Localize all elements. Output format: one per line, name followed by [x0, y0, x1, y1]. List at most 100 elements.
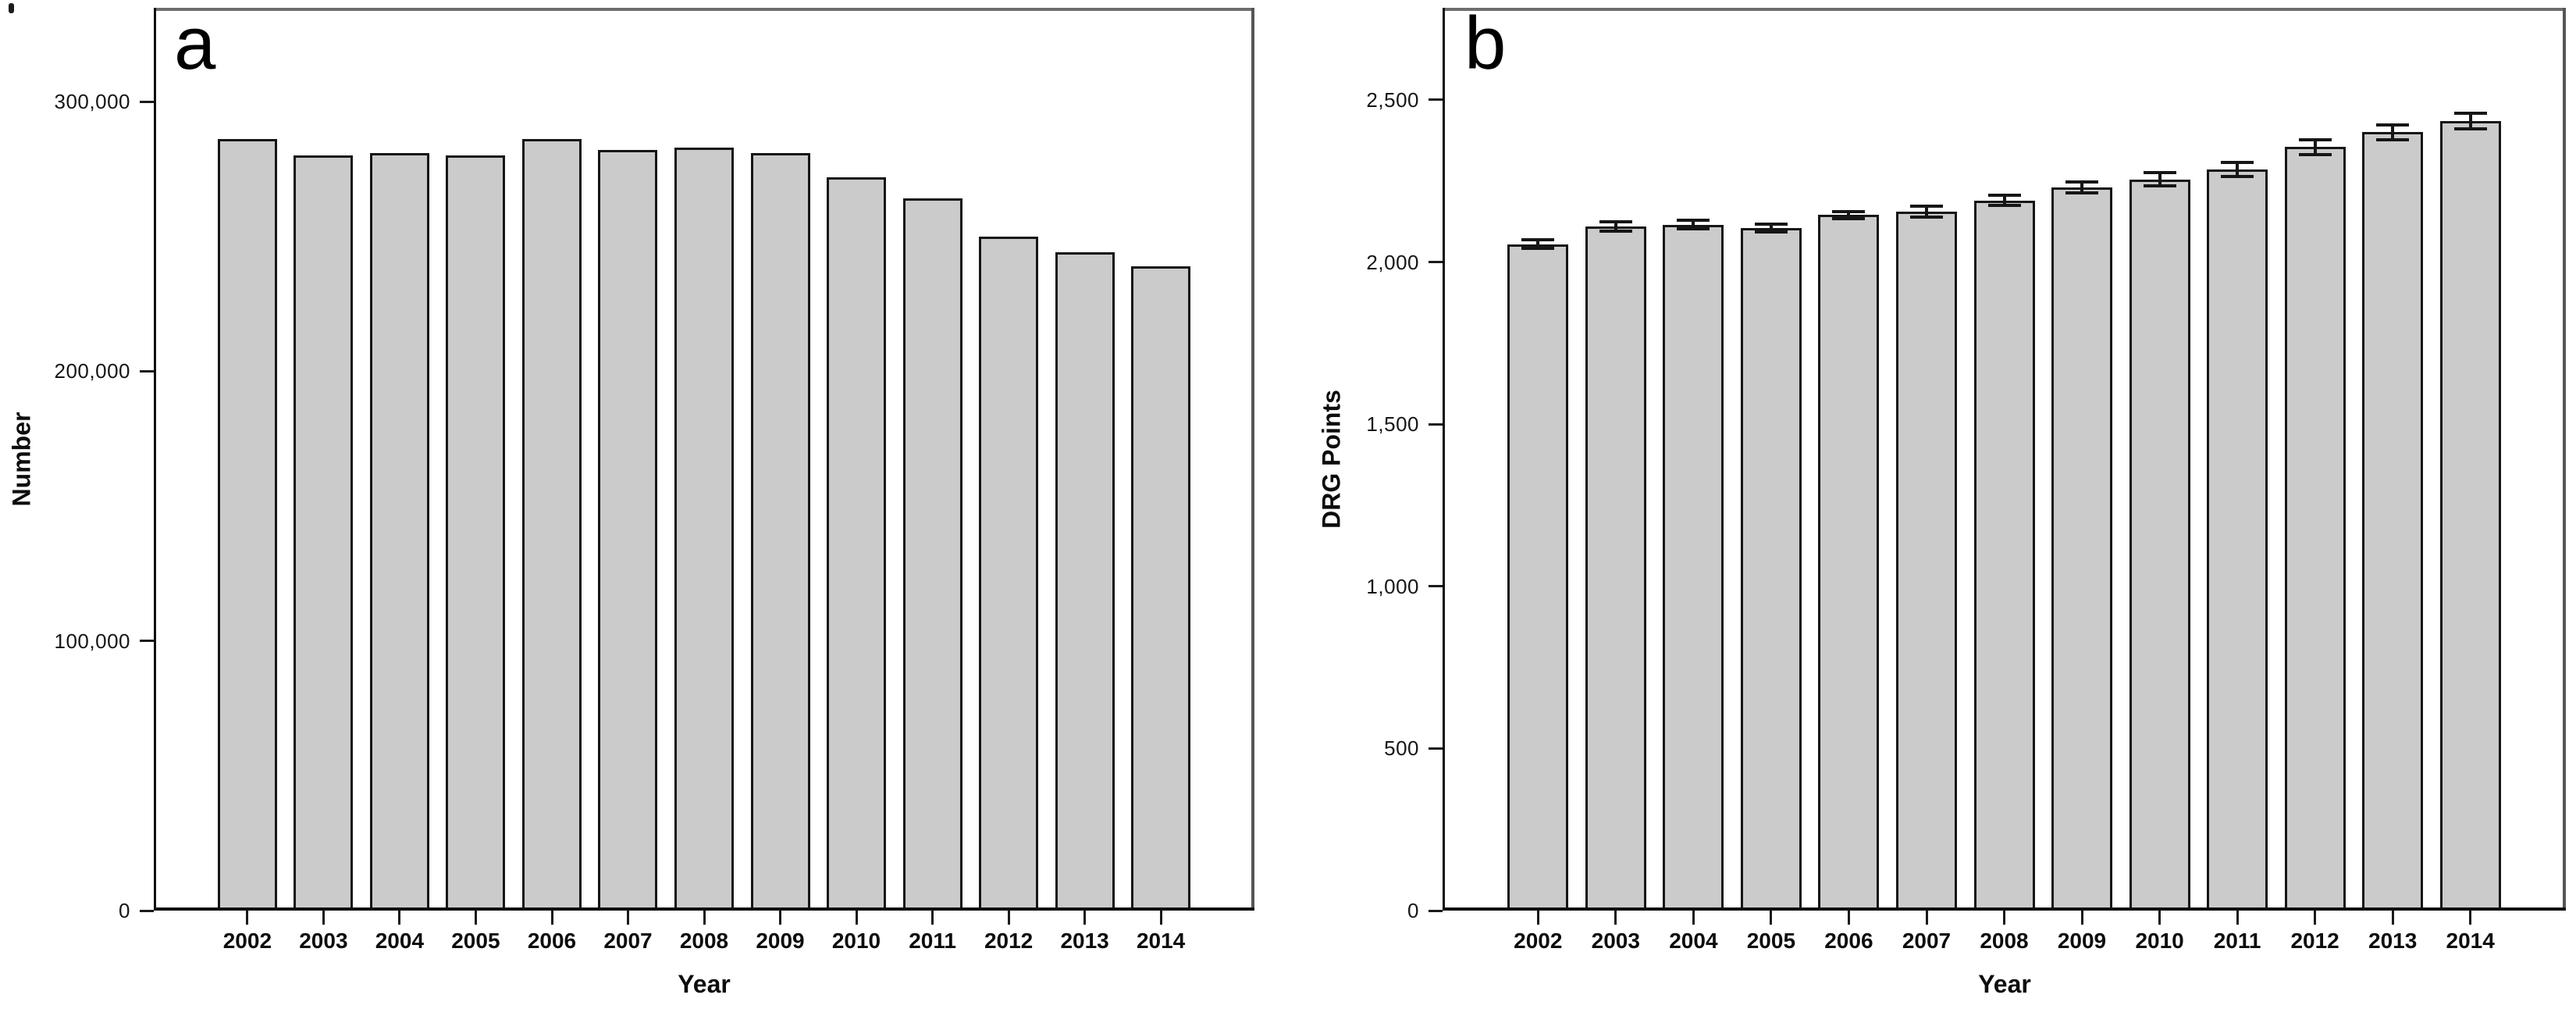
bar-2003: [294, 155, 354, 911]
bar-2006: [521, 139, 582, 911]
error-line-2002: [1536, 238, 1540, 251]
x-tick-label-2010: 2010: [831, 929, 881, 953]
bar-2007: [1895, 212, 1957, 911]
x-tick-label-2013: 2013: [2368, 929, 2418, 953]
y-tick-label-b-2000: 2,000: [1366, 250, 1419, 274]
error-line-2005: [1769, 222, 1773, 234]
x-tick-mark-2005: [474, 911, 477, 925]
bar-2005: [1740, 227, 1802, 911]
x-axis-line-a: [154, 907, 1254, 911]
error-bar-2011: [2221, 161, 2254, 178]
bar-2004: [1663, 224, 1724, 911]
x-tick-label-2008: 2008: [1980, 929, 2029, 953]
x-tick-mark-2004: [398, 911, 401, 925]
y-tick-label-b-0: 0: [1407, 899, 1419, 922]
x-tick-label-2005: 2005: [451, 929, 500, 953]
panel-letter-a: a: [174, 2, 216, 85]
x-tick-label-2012: 2012: [984, 929, 1034, 953]
bar-2007: [598, 150, 658, 911]
error-bar-2008: [1987, 194, 2021, 207]
bar-2014: [1131, 266, 1191, 911]
x-tick-mark-2007: [1925, 911, 1928, 925]
bar-2009: [750, 152, 810, 911]
x-tick-mark-2008: [703, 911, 706, 925]
x-axis-title-year-b: Year: [1978, 970, 2031, 998]
x-tick-mark-2007: [627, 911, 629, 925]
x-tick-mark-2013: [1083, 911, 1087, 925]
x-tick-label-2007: 2007: [1902, 929, 1952, 953]
bar-2013: [2362, 132, 2424, 911]
error-line-2010: [2158, 171, 2161, 187]
bar-2012: [2284, 147, 2346, 911]
x-tick-mark-2009: [779, 911, 781, 925]
error-line-2008: [2002, 194, 2006, 207]
x-tick-label-2009: 2009: [756, 929, 805, 953]
x-tick-label-2005: 2005: [1746, 929, 1796, 953]
bar-2006: [1818, 215, 1880, 911]
x-tick-label-2011: 2011: [2213, 929, 2261, 953]
x-axis-title-year-a: Year: [678, 970, 731, 998]
x-tick-mark-2013: [2391, 911, 2394, 925]
bar-2011: [902, 198, 962, 911]
plot-area-panel-a: [154, 8, 1254, 911]
error-line-2013: [2391, 123, 2395, 142]
bar-2013: [1055, 252, 1115, 911]
bar-2004: [369, 152, 429, 911]
y-axis-title-number: Number: [7, 412, 36, 507]
y-axis-line-b: [1443, 8, 1445, 911]
x-tick-mark-2010: [2158, 911, 2161, 925]
plot-border-top-b: [1443, 8, 2566, 11]
y-axis-title-drg-points: DRG Points: [1317, 390, 1346, 529]
x-tick-mark-2002: [246, 911, 249, 925]
bar-2011: [2207, 169, 2268, 911]
error-bar-2007: [1909, 205, 1943, 219]
error-bar-2002: [1521, 238, 1555, 251]
y-tick-label-b-500: 500: [1384, 736, 1419, 761]
x-tick-label-2004: 2004: [375, 929, 425, 953]
error-bar-2014: [2453, 111, 2487, 131]
bar-2005: [446, 155, 506, 911]
x-tick-mark-2010: [855, 911, 858, 925]
error-bar-2004: [1677, 219, 1710, 231]
x-tick-mark-2008: [2003, 911, 2005, 925]
x-tick-mark-2011: [931, 911, 934, 925]
x-tick-mark-2006: [1847, 911, 1850, 925]
x-tick-mark-2005: [1770, 911, 1773, 925]
y-tick-mark-b-2000: [1429, 261, 1443, 263]
plot-border-right-a: [1251, 8, 1254, 911]
x-tick-label-2010: 2010: [2135, 929, 2184, 953]
y-tick-label-b-1500: 1,500: [1366, 412, 1419, 437]
x-tick-label-2014: 2014: [2446, 929, 2495, 953]
x-tick-mark-2004: [1692, 911, 1695, 925]
error-bar-2003: [1599, 219, 1632, 234]
y-tick-label-a-300000: 300,000: [54, 90, 130, 113]
error-bar-2005: [1754, 222, 1788, 234]
x-tick-mark-2012: [1007, 911, 1010, 925]
x-tick-mark-2003: [322, 911, 325, 925]
bar-2002: [217, 139, 277, 911]
x-tick-label-2002: 2002: [1514, 929, 1563, 953]
x-tick-mark-2003: [1614, 911, 1617, 925]
y-tick-mark-b-2500: [1429, 98, 1443, 102]
x-tick-label-2012: 2012: [2290, 929, 2339, 953]
bar-2008: [1973, 200, 2035, 911]
y-tick-mark-b-1500: [1429, 422, 1443, 426]
x-tick-mark-2002: [1536, 911, 1539, 925]
corner-artifact-mark: [9, 3, 14, 13]
bar-2008: [674, 147, 734, 911]
y-tick-mark-b-0: [1429, 909, 1443, 912]
plot-border-right-b: [2563, 8, 2566, 911]
error-line-2009: [2080, 180, 2084, 195]
error-line-2007: [1924, 205, 1928, 219]
x-tick-label-2006: 2006: [1824, 929, 1873, 953]
x-tick-label-2008: 2008: [679, 929, 729, 953]
x-tick-label-2003: 2003: [299, 929, 348, 953]
error-bar-2012: [2298, 137, 2332, 156]
y-tick-mark-b-1000: [1429, 585, 1443, 588]
x-tick-mark-2014: [1159, 911, 1162, 925]
y-tick-mark-b-500: [1429, 747, 1443, 750]
plot-area-panel-b: [1443, 8, 2566, 911]
panel-letter-b: b: [1464, 2, 1507, 85]
error-line-2011: [2236, 161, 2240, 178]
